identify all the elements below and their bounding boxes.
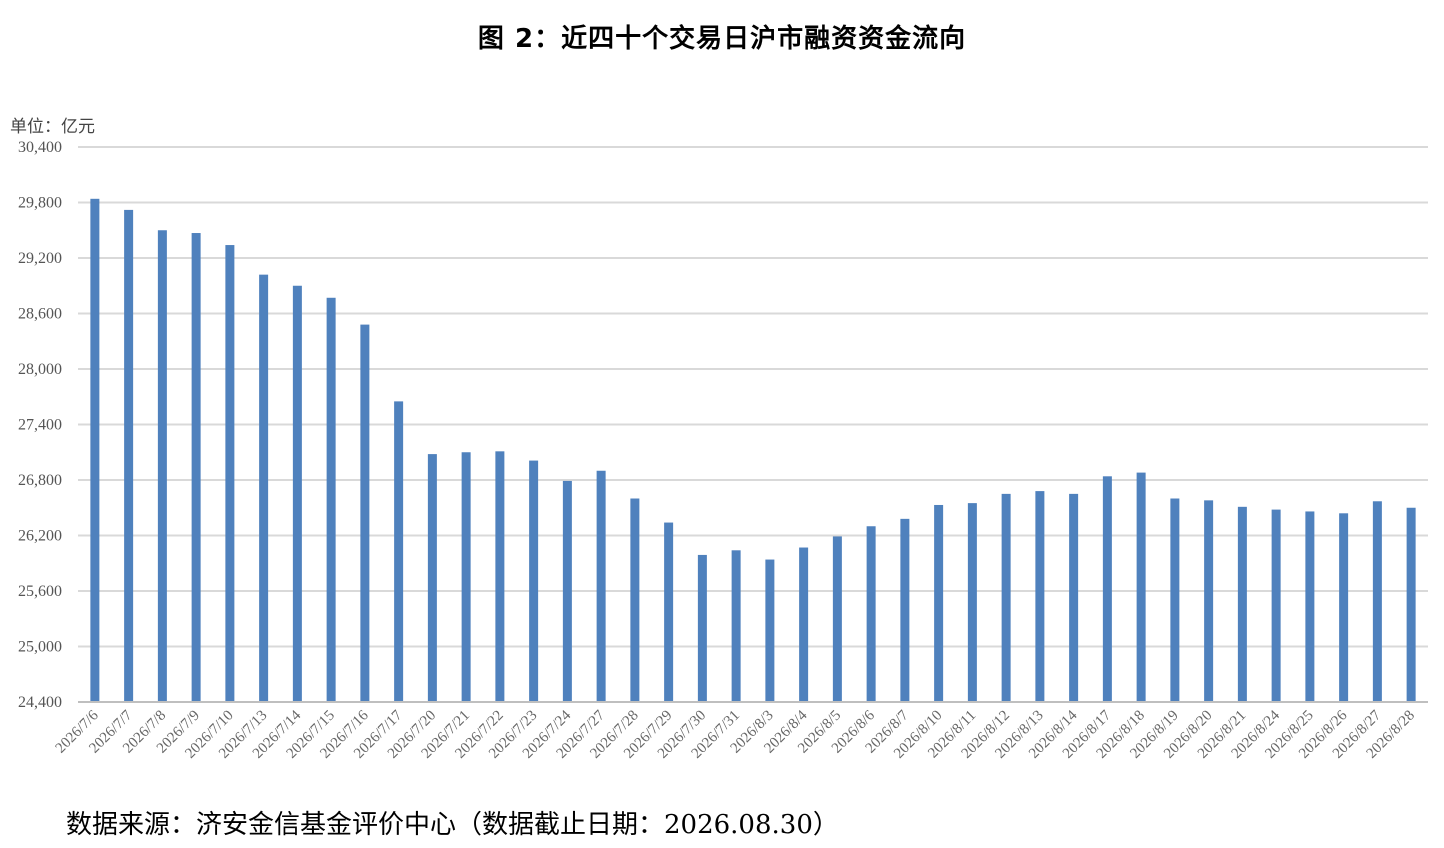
- bar: [1237, 506, 1247, 702]
- bar: [495, 451, 505, 702]
- bar: [292, 285, 302, 702]
- bar: [731, 550, 741, 702]
- bar: [1339, 513, 1349, 702]
- bar: [900, 518, 910, 702]
- bar: [461, 452, 471, 702]
- bar: [90, 198, 100, 703]
- bar: [1069, 493, 1079, 702]
- bar: [394, 401, 404, 702]
- y-tick-label: 27,400: [18, 417, 62, 434]
- bar: [1305, 511, 1315, 702]
- chart-title: 图 2：近四十个交易日沪市融资资金流向: [477, 24, 967, 54]
- source-note: 数据来源：济安金信基金评价中心（数据截止日期：2026.08.30）: [66, 810, 839, 840]
- y-tick-labels: 24,400 25,000 25,600 26,200 26,800 27,400 28,0…: [18, 139, 62, 711]
- bar: [967, 503, 977, 702]
- y-tick-label: 28,600: [18, 306, 62, 323]
- bar: [124, 209, 134, 702]
- bar: [630, 498, 640, 702]
- bars: [90, 198, 1416, 703]
- bar: [765, 559, 775, 702]
- bar: [1102, 476, 1112, 702]
- y-tick-label: 24,400: [18, 694, 62, 711]
- bar: [596, 470, 606, 702]
- bar: [427, 454, 437, 702]
- y-tick-label: 25,600: [18, 583, 62, 600]
- bar: [1271, 509, 1281, 702]
- bar: [934, 504, 944, 702]
- bar: [664, 522, 674, 702]
- y-tick-label: 29,200: [18, 250, 62, 267]
- bar: [529, 460, 539, 702]
- y-tick-label: 25,000: [18, 639, 62, 656]
- bar: [1170, 498, 1180, 702]
- gridlines: [78, 146, 1428, 703]
- bar: [866, 526, 876, 702]
- bar: [1204, 500, 1214, 702]
- y-tick-label: 29,800: [18, 195, 62, 212]
- y-tick-label: 30,400: [18, 139, 62, 156]
- bar: [1406, 507, 1416, 702]
- bar: [1136, 472, 1146, 702]
- bar: [562, 480, 572, 702]
- bar: [360, 324, 370, 702]
- x-tick-labels: 2026/7/62026/7/72026/7/82026/7/92026/7/1…: [53, 707, 1418, 762]
- bar: [225, 245, 235, 703]
- bar: [1035, 491, 1045, 702]
- unit-label: 单位：亿元: [10, 117, 95, 137]
- bar-chart: 24,400 25,000 25,600 26,200 26,800 27,400 28,0…: [18, 139, 1428, 762]
- y-tick-label: 26,800: [18, 472, 62, 489]
- bar: [832, 536, 842, 702]
- bar: [697, 554, 707, 702]
- bar: [1372, 501, 1382, 702]
- bar: [799, 547, 809, 702]
- bar: [326, 297, 336, 702]
- bar: [191, 233, 201, 702]
- bar: [157, 230, 167, 702]
- y-tick-label: 26,200: [18, 528, 62, 545]
- y-tick-label: 28,000: [18, 361, 62, 378]
- bar: [1001, 493, 1011, 702]
- bar: [259, 274, 269, 702]
